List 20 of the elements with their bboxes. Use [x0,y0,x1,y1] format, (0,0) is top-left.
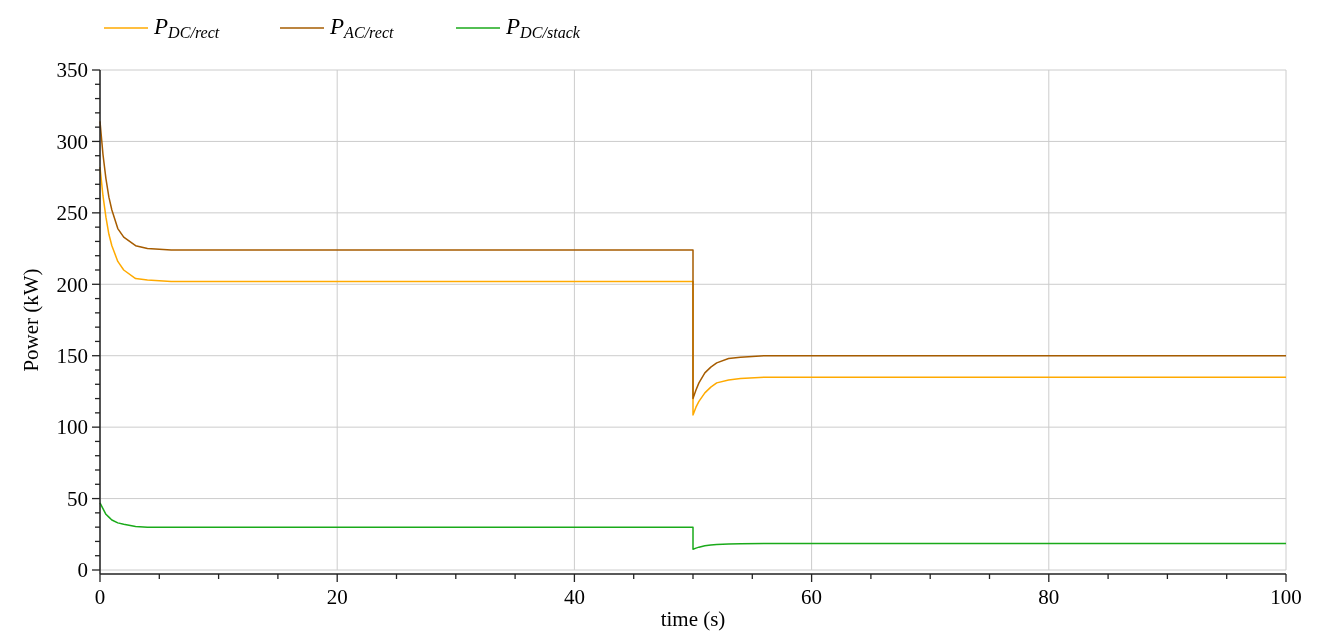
legend-label: P$_{DC/rect}$ [153,14,220,41]
y-tick-label: 250 [56,201,88,226]
x-tick-label: 60 [801,585,823,609]
line-series [99,502,1287,551]
y-tick-label: 350 [56,58,88,83]
legend-label: P$_{AC/rect}$ [329,14,395,41]
x-tick-label: 20 [326,585,348,609]
x-tick-label: 80 [1038,585,1060,609]
y-tick-label: 100 [56,415,88,440]
x-tick-label: 40 [563,585,585,609]
legend-label: P$_{DC/stack}$ [505,14,581,41]
y-tick-label: 300 [56,129,88,154]
x-axis-title: time (s) [660,607,726,631]
y-axis-title: Power (kW) [19,268,43,372]
y-tick-label: 150 [56,344,88,369]
x-tick-label: 100 [1270,585,1302,609]
y-tick-label: 0 [77,558,88,583]
y-tick-label: 50 [67,486,88,511]
x-tick-label: 0 [94,585,106,609]
y-tick-label: 200 [56,272,88,297]
